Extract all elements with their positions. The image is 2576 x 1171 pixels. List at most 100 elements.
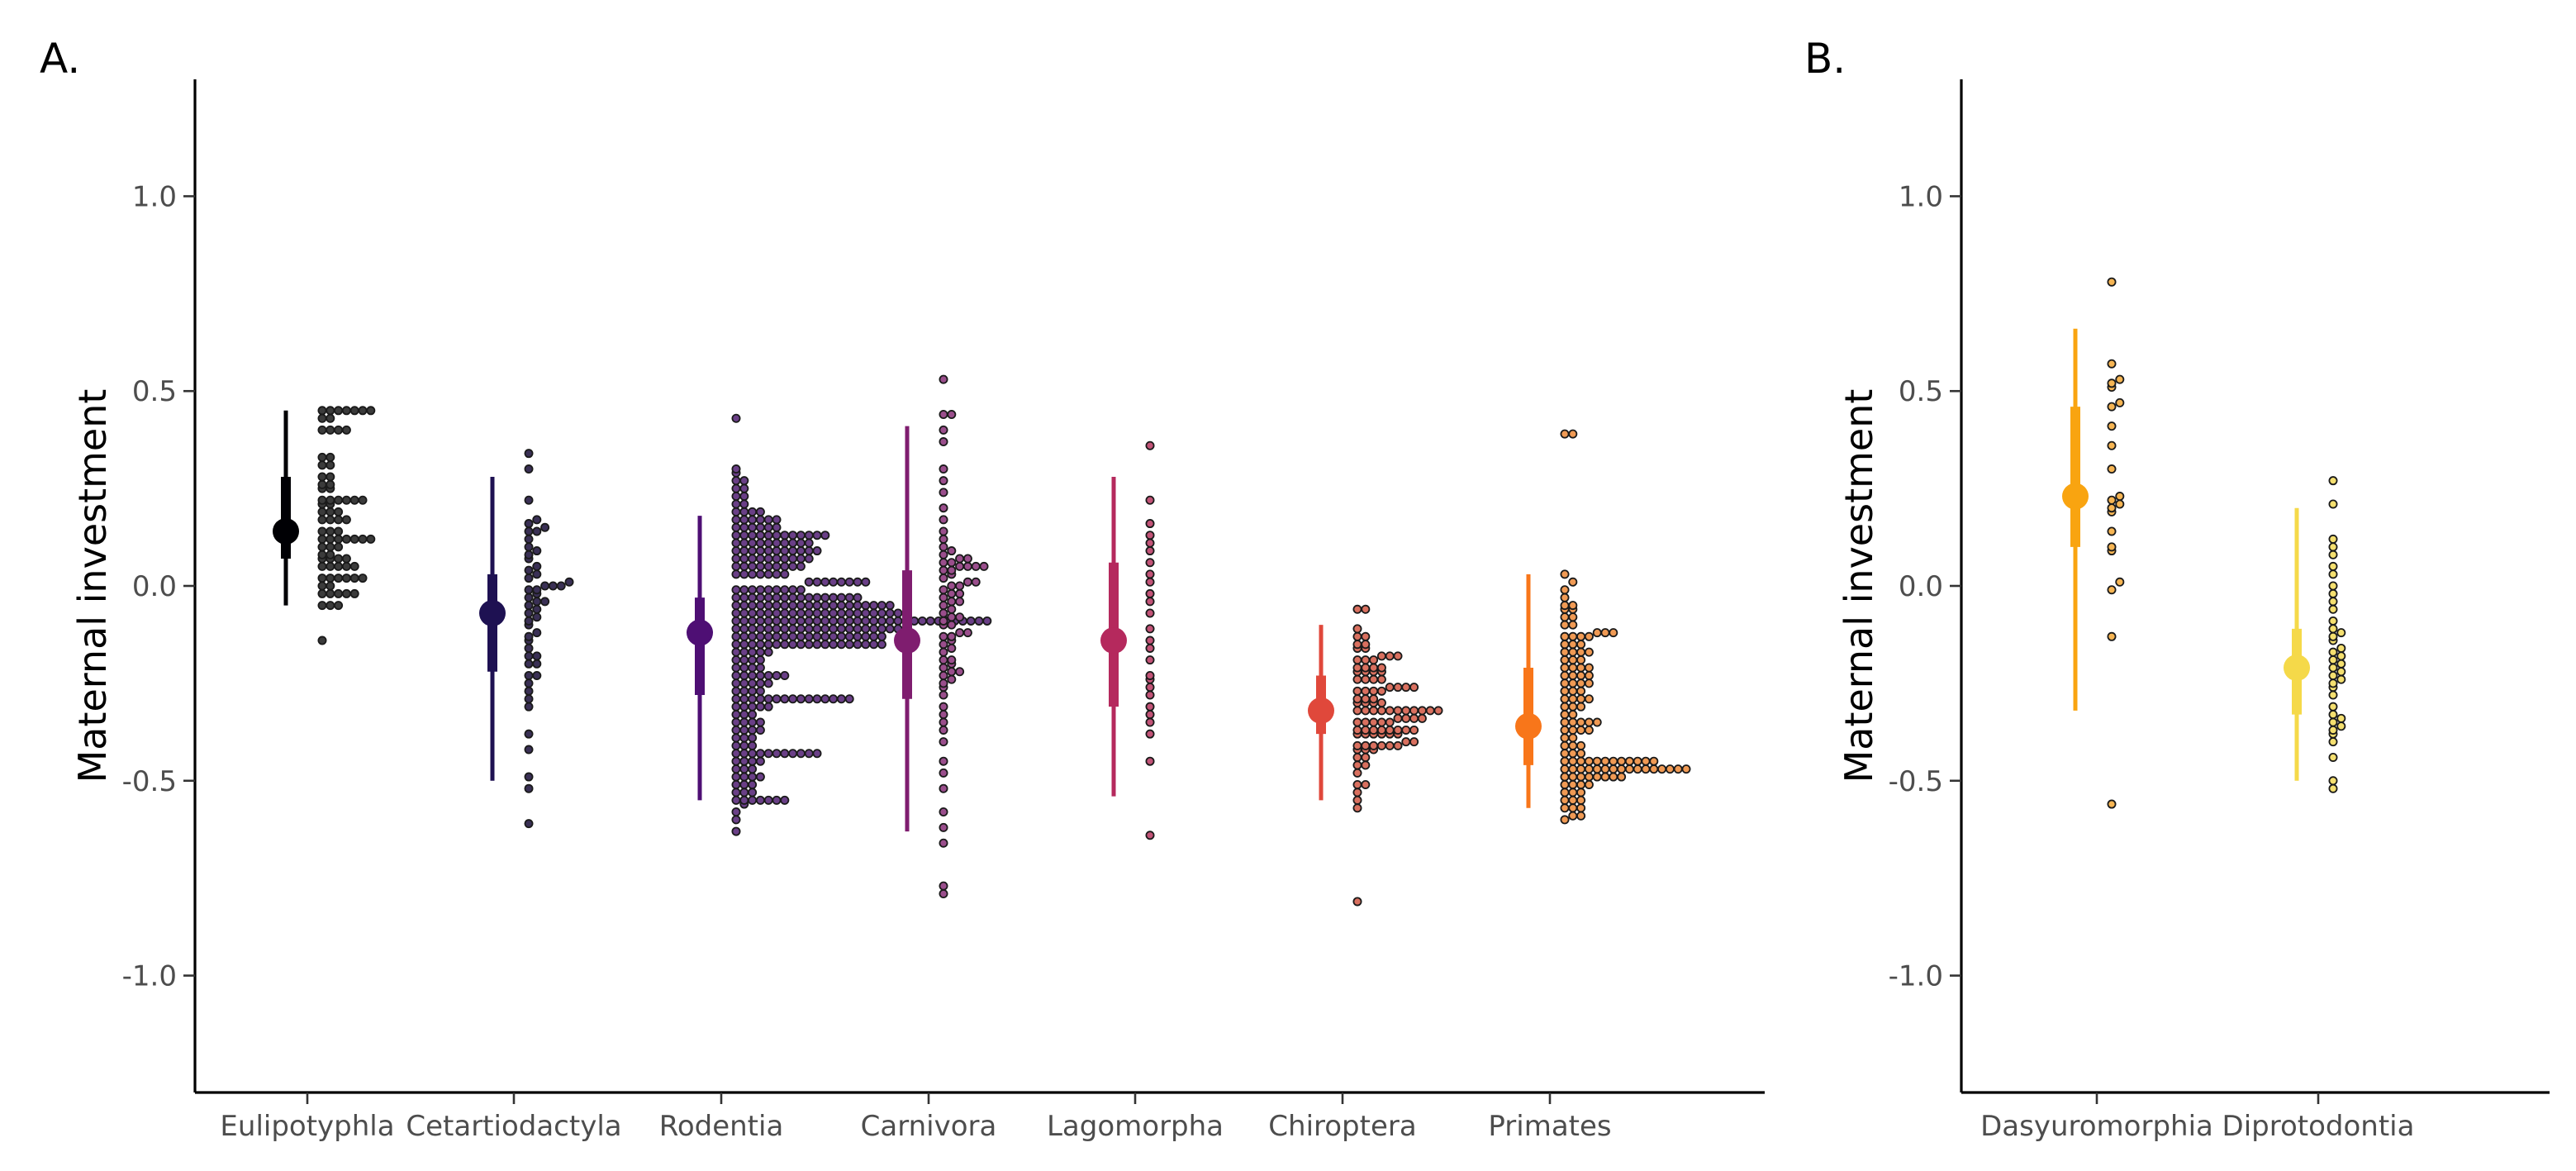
data-point	[2107, 359, 2117, 369]
data-point	[939, 838, 948, 848]
data-point	[1568, 803, 1578, 813]
data-point	[540, 581, 550, 591]
data-point	[788, 616, 798, 626]
data-point	[524, 783, 534, 793]
data-point	[349, 588, 359, 598]
data-point	[853, 601, 863, 611]
data-point	[748, 702, 758, 712]
data-point	[853, 608, 863, 618]
data-point	[1401, 725, 1411, 735]
data-point	[1409, 737, 1419, 747]
category-eulipotyphla: Eulipotyphla	[220, 406, 395, 1143]
data-point	[947, 565, 957, 575]
y-tick-label: -1.0	[122, 960, 177, 993]
data-point	[2328, 534, 2338, 544]
data-point	[755, 756, 765, 766]
data-point	[739, 772, 749, 782]
data-point	[532, 515, 542, 525]
data-point	[925, 616, 935, 626]
data-point	[334, 406, 344, 416]
data-point	[836, 616, 846, 626]
data-point	[1576, 779, 1586, 789]
data-point	[780, 795, 790, 805]
data-point	[1576, 803, 1586, 813]
data-point	[739, 593, 749, 602]
data-point	[731, 807, 741, 816]
data-point	[939, 565, 948, 575]
data-point	[524, 819, 534, 829]
data-point	[812, 601, 822, 611]
data-point	[939, 702, 948, 712]
data-point	[317, 635, 327, 645]
data-point	[820, 601, 830, 611]
data-point	[317, 526, 327, 536]
data-point	[939, 515, 948, 525]
data-point	[341, 534, 351, 544]
data-point	[755, 593, 765, 602]
data-point	[2115, 492, 2125, 502]
data-point	[1560, 678, 1570, 688]
data-point	[731, 593, 741, 602]
data-point	[788, 749, 798, 759]
data-point	[804, 640, 814, 650]
data-point	[853, 593, 863, 602]
data-point	[2328, 783, 2338, 793]
data-point	[1352, 640, 1362, 650]
data-point	[939, 807, 948, 816]
data-point	[524, 651, 534, 661]
data-point	[349, 495, 359, 505]
data-point	[2336, 721, 2346, 731]
data-point	[812, 749, 822, 759]
data-point	[524, 542, 534, 552]
data-point	[748, 538, 758, 548]
data-point	[2107, 378, 2117, 388]
category-rodentia: Rodentia	[659, 413, 992, 1143]
data-point	[748, 531, 758, 540]
data-point	[366, 406, 376, 416]
data-point	[2107, 440, 2117, 450]
data-point	[1560, 740, 1570, 750]
data-point	[1145, 710, 1155, 720]
data-point	[524, 745, 534, 754]
data-point	[1361, 760, 1371, 770]
data-point	[885, 616, 895, 626]
data-point	[2115, 577, 2125, 587]
data-point	[861, 616, 871, 626]
data-point	[780, 593, 790, 602]
data-point	[739, 561, 749, 571]
data-point	[2107, 526, 2117, 536]
data-point	[524, 526, 534, 536]
data-point	[836, 601, 846, 611]
data-point	[1657, 764, 1667, 774]
data-point	[1352, 686, 1362, 696]
data-point	[829, 608, 839, 618]
data-point	[731, 492, 741, 502]
data-point	[780, 670, 790, 680]
data-point	[939, 725, 948, 735]
panel-label: A.	[40, 35, 80, 83]
data-point	[2336, 651, 2346, 661]
data-point	[748, 779, 758, 789]
data-point	[2328, 569, 2338, 579]
data-point	[1393, 651, 1403, 661]
data-point	[1361, 640, 1371, 650]
data-point	[341, 515, 351, 525]
data-point	[788, 546, 798, 556]
data-point	[334, 526, 344, 536]
data-point	[763, 795, 773, 805]
data-point	[788, 624, 798, 634]
data-point	[1568, 647, 1578, 657]
data-point	[829, 593, 839, 602]
data-point	[1376, 651, 1386, 661]
data-point	[739, 476, 749, 486]
data-point	[317, 452, 327, 462]
data-point	[947, 643, 957, 653]
data-point	[939, 410, 948, 420]
data-point	[1145, 608, 1155, 618]
data-point	[2328, 597, 2338, 607]
median-point	[2062, 483, 2089, 510]
data-point	[326, 526, 335, 536]
median-point	[894, 627, 920, 655]
data-point	[853, 631, 863, 641]
data-point	[1560, 631, 1570, 641]
